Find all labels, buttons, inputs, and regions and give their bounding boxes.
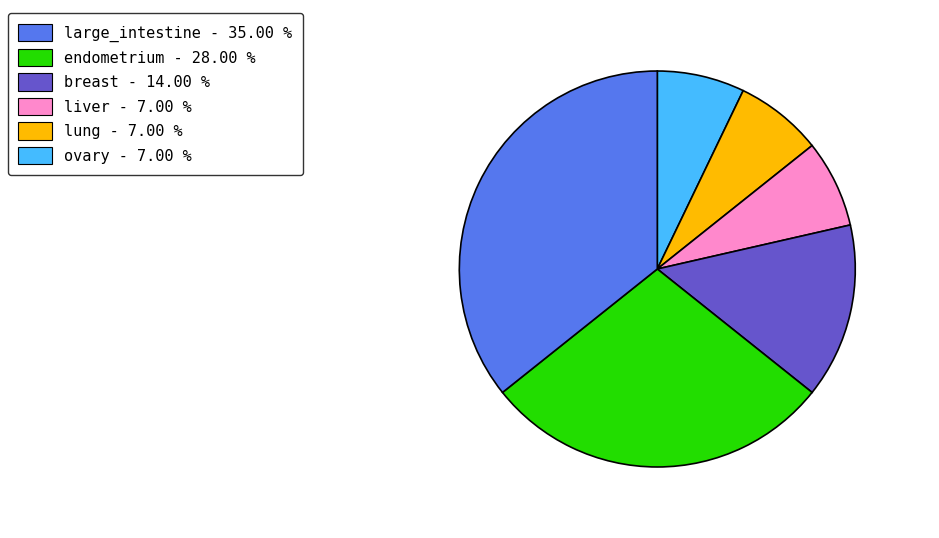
Legend: large_intestine - 35.00 %, endometrium - 28.00 %, breast - 14.00 %, liver - 7.00: large_intestine - 35.00 %, endometrium -…: [8, 13, 303, 175]
Wedge shape: [657, 90, 812, 269]
Wedge shape: [657, 146, 851, 269]
Wedge shape: [459, 71, 657, 392]
Wedge shape: [657, 225, 855, 392]
Wedge shape: [502, 269, 812, 467]
Wedge shape: [657, 71, 743, 269]
